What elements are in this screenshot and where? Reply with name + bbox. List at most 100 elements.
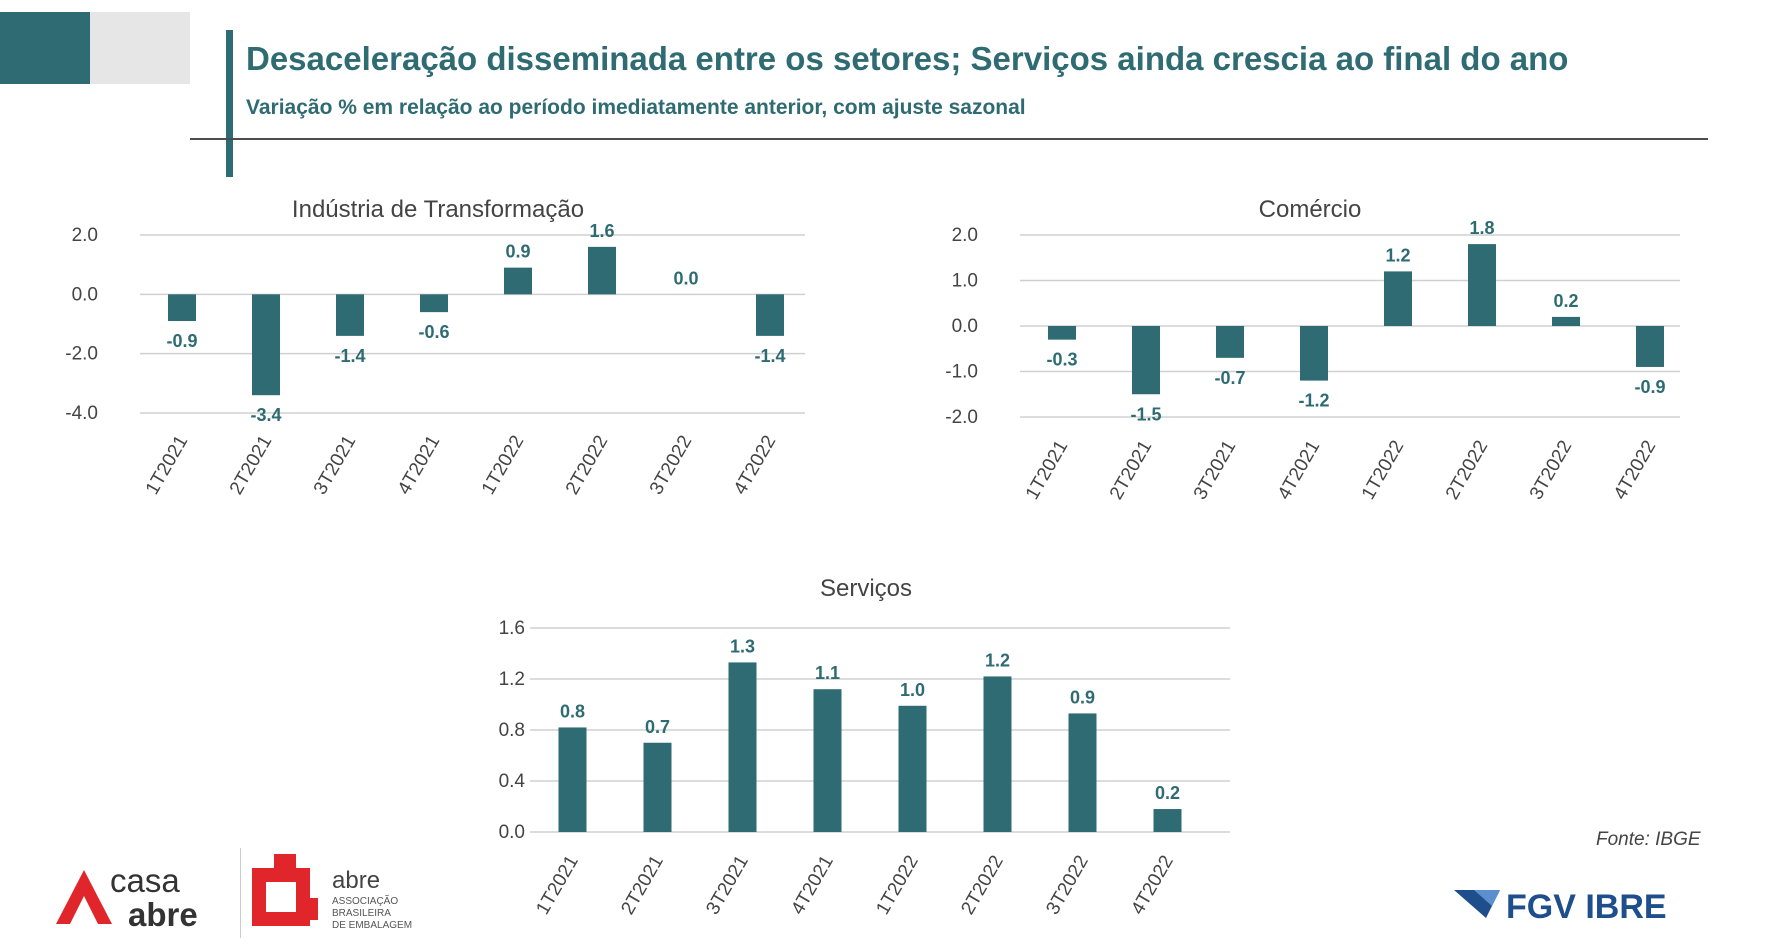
x-tick-label: 1T2021 bbox=[142, 432, 192, 498]
x-tick-label: 2T2022 bbox=[1442, 437, 1492, 503]
y-tick-label: 0.0 bbox=[499, 822, 525, 843]
x-tick-label: 4T2022 bbox=[1610, 437, 1660, 503]
data-label: -1.4 bbox=[754, 346, 785, 366]
bar-4T2022 bbox=[1153, 809, 1182, 832]
x-tick-label: 3T2021 bbox=[310, 432, 360, 498]
abre-logo-name: abre bbox=[332, 867, 380, 894]
bar-4T2021 bbox=[1300, 326, 1328, 381]
data-label: 1.6 bbox=[589, 221, 614, 241]
bar-3T2021 bbox=[336, 294, 364, 336]
x-tick-label: 3T2022 bbox=[1526, 437, 1576, 503]
x-tick-label: 4T2022 bbox=[730, 432, 780, 498]
header-accent-block bbox=[0, 12, 90, 84]
bar-1T2022 bbox=[1384, 271, 1412, 326]
x-tick-label: 1T2022 bbox=[478, 432, 528, 498]
data-label: 0.9 bbox=[505, 242, 530, 262]
abre-logo-tag1: ASSOCIAÇÃO bbox=[332, 894, 398, 907]
title-divider bbox=[190, 138, 1708, 140]
data-label: 0.2 bbox=[1155, 783, 1180, 803]
chart-comercio: Comércio 2.0 1.0 0.0 -1.0 -2.0 -0.3 1T2021 -1.5 2… bbox=[945, 196, 1680, 503]
chart-title: Serviços bbox=[820, 575, 912, 602]
source-note: Fonte: IBGE bbox=[1596, 829, 1701, 850]
bar-2T2022 bbox=[588, 246, 616, 295]
bar-1T2021 bbox=[168, 294, 196, 322]
data-label: -1.5 bbox=[1130, 404, 1161, 424]
data-label: -1.2 bbox=[1298, 391, 1329, 411]
data-label: -1.4 bbox=[334, 346, 365, 366]
bar-2T2021 bbox=[252, 294, 280, 396]
bar-3T2021 bbox=[728, 662, 757, 832]
bar-3T2022 bbox=[1068, 713, 1097, 832]
bar-4T2022 bbox=[756, 294, 784, 336]
chart-industria: Indústria de Transformação 2.0 0.0 -2.0 -4.0… bbox=[65, 196, 805, 498]
x-tick-label: 3T2022 bbox=[1042, 852, 1092, 918]
bar-1T2021 bbox=[558, 727, 587, 832]
data-label: -0.6 bbox=[418, 322, 449, 342]
y-tick-label: 1.2 bbox=[499, 669, 525, 690]
x-tick-label: 4T2021 bbox=[787, 852, 837, 918]
x-tick-label: 2T2022 bbox=[957, 852, 1007, 918]
header-grey-block bbox=[90, 12, 190, 84]
abre-association-logo: abre ASSOCIAÇÃO BRASILEIRA DE EMBALAGEM bbox=[240, 848, 412, 938]
data-label: 0.7 bbox=[645, 717, 670, 737]
data-label: -0.9 bbox=[166, 331, 197, 351]
y-tick-label: 0.0 bbox=[72, 284, 98, 305]
chart-title: Indústria de Transformação bbox=[292, 196, 584, 223]
chart-servicos: Serviços 1.6 1.2 0.8 0.4 0.0 0.8 1T2021 0.7 2T202… bbox=[499, 575, 1230, 918]
data-label: 1.0 bbox=[900, 680, 925, 700]
bar-4T2022 bbox=[1636, 326, 1664, 367]
x-tick-label: 4T2022 bbox=[1127, 852, 1177, 918]
bar-4T2021 bbox=[420, 294, 448, 313]
data-label: -0.9 bbox=[1634, 377, 1665, 397]
x-tick-label: 1T2022 bbox=[872, 852, 922, 918]
page-subtitle: Variação % em relação ao período imediat… bbox=[246, 96, 1026, 119]
data-label: 1.2 bbox=[1385, 245, 1410, 265]
x-tick-label: 1T2021 bbox=[1022, 437, 1072, 503]
y-tick-label: 2.0 bbox=[72, 225, 98, 246]
casa-logo-line2: abre bbox=[128, 896, 198, 932]
x-tick-label: 2T2021 bbox=[1106, 437, 1156, 503]
abre-logo-tag2: BRASILEIRA bbox=[332, 908, 391, 919]
data-label: 1.8 bbox=[1469, 218, 1494, 238]
bar-2T2022 bbox=[983, 676, 1012, 832]
x-tick-label: 4T2021 bbox=[394, 432, 444, 498]
data-label: -0.3 bbox=[1046, 350, 1077, 370]
y-tick-label: -4.0 bbox=[65, 403, 98, 424]
data-label: 0.8 bbox=[560, 701, 585, 721]
casa-logo-line1: casa bbox=[110, 862, 180, 899]
bar-1T2022 bbox=[898, 705, 927, 832]
y-tick-label: 0.0 bbox=[952, 316, 978, 337]
y-tick-label: 0.4 bbox=[499, 771, 526, 792]
fgv-logo-text: FGV IBRE bbox=[1506, 888, 1667, 926]
y-tick-label: 2.0 bbox=[952, 225, 978, 246]
data-label: 0.9 bbox=[1070, 687, 1095, 707]
bar-3T2022 bbox=[1552, 316, 1580, 326]
bar-2T2022 bbox=[1468, 244, 1496, 326]
title-accent-bar bbox=[226, 30, 233, 177]
x-tick-label: 3T2022 bbox=[646, 432, 696, 498]
x-tick-label: 1T2022 bbox=[1358, 437, 1408, 503]
casa-abre-logo: casa abre bbox=[56, 862, 198, 932]
y-tick-label: 1.0 bbox=[952, 271, 978, 292]
chart-title: Comércio bbox=[1259, 196, 1362, 223]
bar-3T2021 bbox=[1216, 326, 1244, 358]
bar-2T2021 bbox=[1132, 326, 1160, 395]
bar-2T2021 bbox=[643, 742, 672, 832]
y-tick-label: 1.6 bbox=[499, 618, 525, 639]
data-label: 0.0 bbox=[673, 268, 698, 288]
data-label: -0.7 bbox=[1214, 368, 1245, 388]
x-tick-label: 2T2021 bbox=[226, 432, 276, 498]
data-label: 0.2 bbox=[1553, 291, 1578, 311]
y-tick-label: -1.0 bbox=[945, 362, 978, 383]
data-label: -3.4 bbox=[250, 405, 281, 425]
x-tick-label: 1T2021 bbox=[532, 852, 582, 918]
y-tick-label: 0.8 bbox=[499, 720, 525, 741]
bar-1T2022 bbox=[504, 267, 532, 295]
abre-logo-tag3: DE EMBALAGEM bbox=[332, 920, 412, 931]
x-tick-label: 2T2022 bbox=[562, 432, 612, 498]
data-label: 1.3 bbox=[730, 636, 755, 656]
data-label: 1.2 bbox=[985, 650, 1010, 670]
x-tick-label: 2T2021 bbox=[617, 852, 667, 918]
data-label: 1.1 bbox=[815, 663, 840, 683]
y-tick-label: -2.0 bbox=[65, 344, 98, 365]
